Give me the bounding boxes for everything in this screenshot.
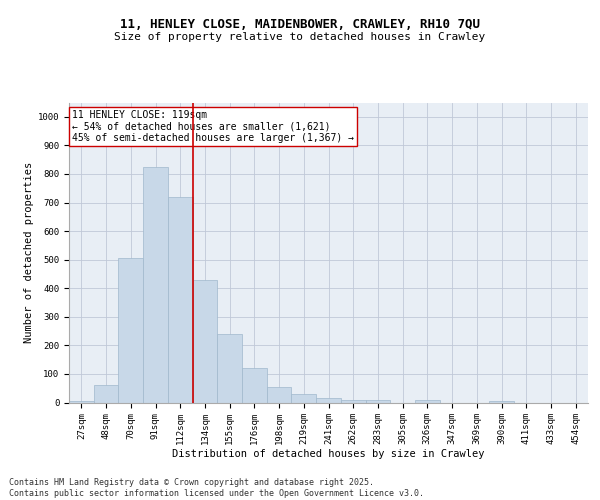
X-axis label: Distribution of detached houses by size in Crawley: Distribution of detached houses by size … (172, 448, 485, 458)
Bar (489, 401, 514, 402)
Bar (242, 368, 267, 402)
Text: 11, HENLEY CLOSE, MAIDENBOWER, CRAWLEY, RH10 7QU: 11, HENLEY CLOSE, MAIDENBOWER, CRAWLEY, … (120, 18, 480, 30)
Text: Contains HM Land Registry data © Crown copyright and database right 2025.
Contai: Contains HM Land Registry data © Crown c… (9, 478, 424, 498)
Bar (94, 386, 118, 402)
Y-axis label: Number of detached properties: Number of detached properties (23, 162, 34, 343)
Text: 11 HENLEY CLOSE: 119sqm
← 54% of detached houses are smaller (1,621)
45% of semi: 11 HENLEY CLOSE: 119sqm ← 54% of detache… (71, 110, 353, 143)
Bar (69, 401, 94, 402)
Bar (217, 334, 242, 402)
Bar (143, 167, 168, 402)
Bar (292, 394, 316, 402)
Bar (365, 400, 390, 402)
Bar (415, 400, 440, 402)
Bar (341, 400, 365, 402)
Bar (168, 197, 193, 402)
Bar (193, 280, 217, 402)
Bar (316, 398, 341, 402)
Bar (118, 258, 143, 402)
Text: Size of property relative to detached houses in Crawley: Size of property relative to detached ho… (115, 32, 485, 42)
Bar (267, 387, 292, 402)
